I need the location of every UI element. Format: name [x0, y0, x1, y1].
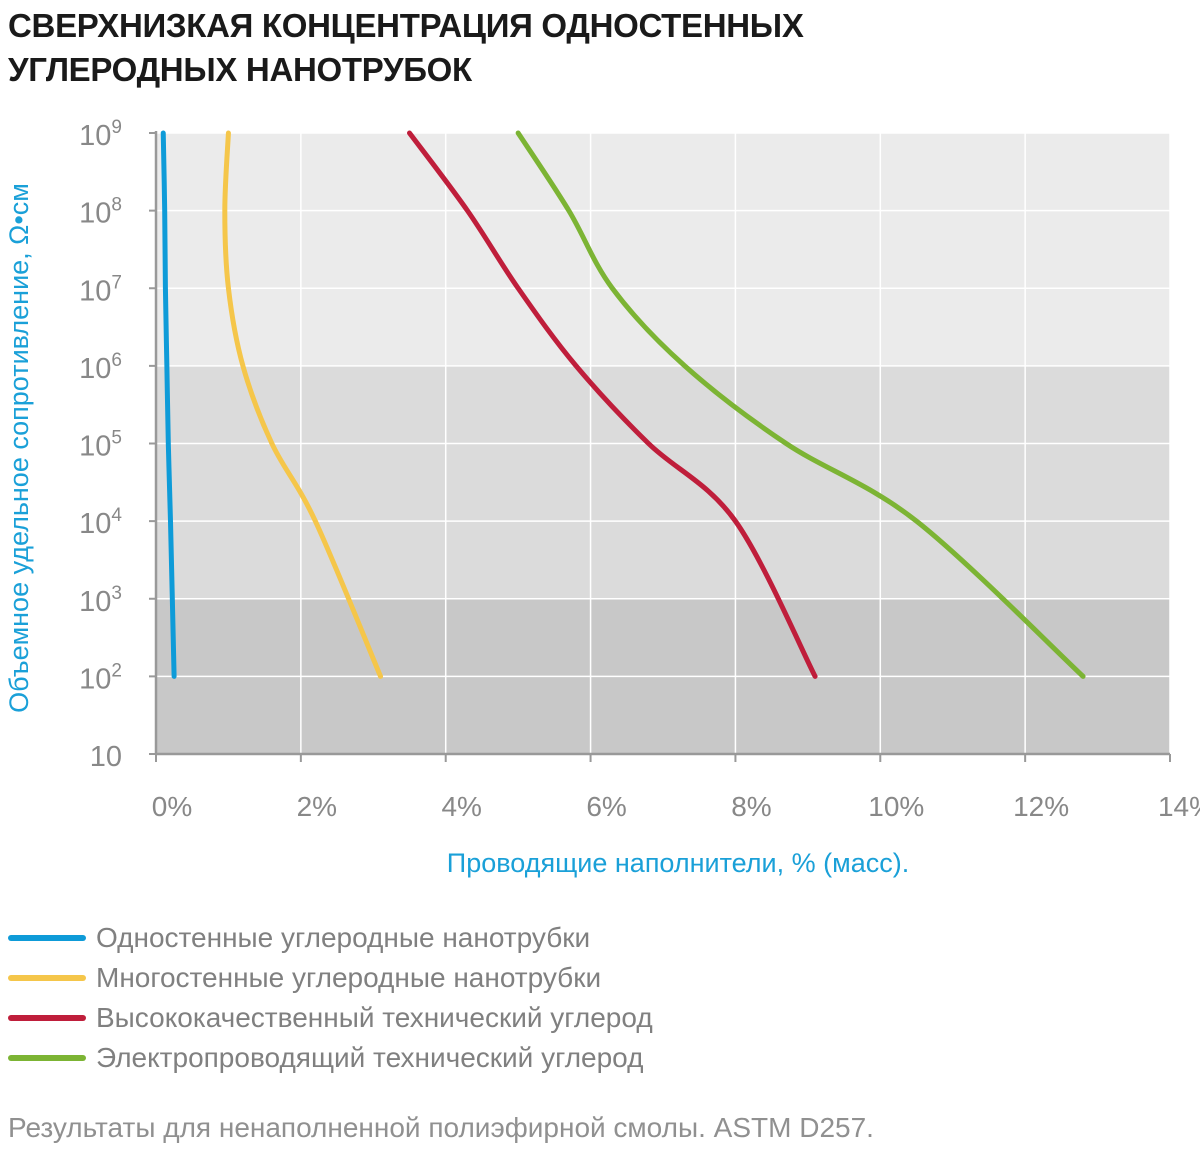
x-tick-labels: 0% 2% 4% 6% 8% 10% 12% 14%: [152, 791, 1200, 822]
y-tick-exponent: 4: [111, 505, 122, 526]
y-tick-exponent: 9: [111, 117, 122, 138]
chart-title: СВЕРХНИЗКАЯ КОНЦЕНТРАЦИЯ ОДНОСТЕННЫХ УГЛ…: [8, 4, 804, 92]
y-tick-labels: 109 108 107 106 105 104 103 102 10: [79, 117, 122, 773]
x-axis-title: Проводящие наполнители, % (масс).: [447, 848, 909, 878]
y-tick-exponent: 7: [111, 272, 122, 293]
x-tick-label: 0%: [152, 791, 192, 822]
grid-lines: [156, 132, 1171, 754]
x-tick-label: 2%: [297, 791, 337, 822]
band-1: [156, 365, 1170, 599]
y-tick-label: 107: [79, 272, 122, 307]
y-tick-exponent: 5: [111, 428, 122, 449]
x-tick-label: 8%: [731, 791, 771, 822]
y-axis-title: Объемное удельное сопротивление, Ω•см: [4, 183, 34, 713]
y-tick-label: 106: [79, 350, 122, 385]
resistivity-chart: 109 108 107 106 105 104 103 102 10 0% 2% 4% 6% 8% 10%…: [4, 117, 1200, 878]
y-tick-label: 104: [79, 505, 122, 540]
y-tick-label: 102: [79, 660, 122, 695]
legend-swatch: [8, 1055, 86, 1061]
y-tick-label: 108: [79, 195, 122, 230]
chart-title-line-1: СВЕРХНИЗКАЯ КОНЦЕНТРАЦИЯ ОДНОСТЕННЫХ: [8, 7, 804, 44]
y-tick-exponent: 6: [111, 350, 122, 371]
axes: [149, 131, 1171, 762]
y-tick-exponent: 8: [111, 195, 122, 216]
legend-item-hq-carbon-black: Высококачественный технический углерод: [8, 998, 653, 1038]
y-tick-exponent: 2: [111, 660, 122, 681]
legend-label: Высококачественный технический углерод: [96, 1002, 653, 1033]
legend-label: Электропроводящий технический углерод: [96, 1042, 644, 1073]
x-tick-label: 4%: [441, 791, 481, 822]
y-tick-label: 109: [79, 117, 122, 152]
y-tick-exponent: 3: [111, 583, 122, 604]
x-tick-label: 10%: [868, 791, 924, 822]
legend-swatch: [8, 1015, 86, 1021]
series-line-1: [222, 130, 384, 679]
legend-label: Многостенные углеродные нанотрубки: [96, 962, 602, 993]
legend-swatch: [8, 975, 86, 981]
chart-title-line-2: УГЛЕРОДНЫХ НАНОТРУБОК: [8, 51, 472, 88]
legend-swatch: [8, 935, 86, 941]
y-tick-label: 105: [79, 428, 122, 463]
y-tick-label: 10: [90, 741, 122, 773]
legend-item-conductive-carbon-black: Электропроводящий технический углерод: [8, 1038, 653, 1078]
legend-item-swcnt: Одностенные углеродные нанотрубки: [8, 918, 653, 958]
y-tick-label: 103: [79, 583, 122, 618]
x-tick-label: 14%: [1158, 791, 1200, 822]
series-line-0: [160, 130, 177, 679]
band-0: [156, 133, 1170, 366]
series-lines: [160, 130, 1086, 679]
legend-label: Одностенные углеродные нанотрубки: [96, 922, 591, 953]
series-line-3: [515, 130, 1086, 679]
footnote: Результаты для ненаполненной полиэфирной…: [8, 1112, 874, 1143]
x-tick-label: 12%: [1013, 791, 1069, 822]
x-tick-label: 6%: [586, 791, 626, 822]
series-line-2: [407, 130, 818, 679]
legend-item-mwcnt: Многостенные углеродные нанотрубки: [8, 958, 653, 998]
legend: Одностенные углеродные нанотрубки Многос…: [8, 918, 653, 1078]
